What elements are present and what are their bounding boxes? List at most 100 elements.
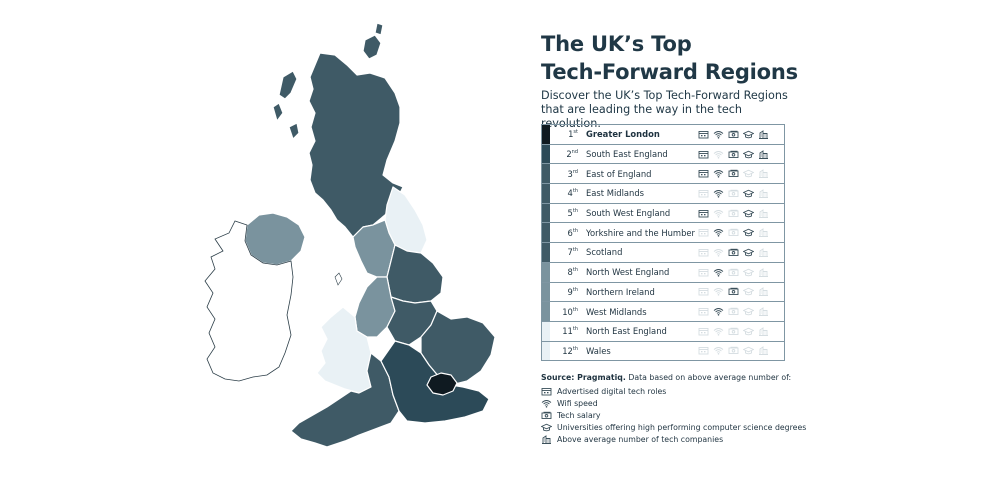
rank-region-name: Northern Ireland [586, 286, 655, 297]
ranking-row: 1st Greater London [542, 125, 784, 145]
rank-number-value: 8 [567, 267, 573, 278]
rank-number-value: 12 [562, 345, 573, 356]
legend-item-label: Above average number of tech companies [557, 434, 724, 444]
building-icon [758, 248, 769, 257]
rank-number-value: 5 [567, 208, 573, 219]
region-greater-london[interactable] [426, 372, 458, 396]
rank-icons [698, 228, 769, 238]
rank-color-swatch [542, 341, 550, 361]
rank-suffix: rd [572, 168, 578, 175]
rank-number-value: 3 [567, 168, 573, 179]
rank-number-value: 1 [568, 129, 574, 140]
rank-number-value: 4 [567, 188, 573, 199]
graduation-cap-icon [743, 189, 754, 198]
title-line-2: Tech-Forward Regions [541, 60, 798, 84]
money-icon [541, 411, 552, 420]
ranking-row: 12th Wales [542, 341, 784, 361]
graduation-cap-icon [743, 248, 754, 257]
rank-region-name: Scotland [586, 247, 623, 258]
rank-region-name: North West England [586, 267, 670, 278]
legend-source: Source: Pragmatiq. Data based on above a… [541, 373, 806, 382]
rank-number-value: 9 [567, 286, 573, 297]
rank-suffix: nd [571, 149, 578, 156]
calendar-icon [698, 268, 709, 277]
region-wales[interactable] [316, 306, 372, 394]
rank-region-name: South West England [586, 208, 671, 219]
region-east-of-england[interactable] [420, 310, 496, 386]
rank-region-name: South East England [586, 149, 668, 160]
legend-item: Wifi speed [541, 397, 806, 409]
rank-color-swatch [542, 223, 550, 243]
rank-suffix: th [572, 346, 578, 353]
ranking-row: 4th East Midlands [542, 184, 784, 204]
rank-color-swatch [542, 164, 550, 184]
rank-icons [698, 208, 769, 218]
rank-color-swatch [542, 144, 550, 164]
money-icon [728, 130, 739, 139]
rank-number: 5th [550, 208, 586, 218]
money-icon [728, 228, 739, 237]
wifi-icon [713, 130, 724, 139]
rank-icons [698, 326, 769, 336]
money-icon [728, 169, 739, 178]
rank-number-value: 6 [567, 227, 573, 238]
rank-number: 11th [550, 326, 586, 336]
rank-number: 12th [550, 346, 586, 356]
wifi-icon [713, 189, 724, 198]
ireland-outline [204, 220, 294, 382]
graduation-cap-icon [743, 268, 754, 277]
legend-item-label: Advertised digital tech roles [557, 386, 667, 396]
rank-number: 1st [550, 129, 586, 139]
rank-region-name: East Midlands [586, 188, 645, 199]
rank-color-swatch [542, 203, 550, 223]
wifi-icon [713, 209, 724, 218]
rank-suffix: th [572, 188, 578, 195]
rank-region-name: Wales [586, 345, 611, 356]
rank-color-swatch [542, 302, 550, 321]
rank-icons [698, 189, 769, 198]
calendar-icon [541, 387, 552, 396]
calendar-icon [698, 209, 709, 218]
rank-icons [698, 307, 769, 316]
page-title: The UK’s Top Tech-Forward Regions [541, 30, 841, 86]
rank-suffix: th [572, 306, 578, 313]
rank-number: 2nd [550, 149, 586, 159]
building-icon [758, 189, 769, 198]
legend-source-label: Source: Pragmatiq. [541, 373, 626, 382]
rank-icons [698, 149, 769, 159]
rank-suffix: th [572, 287, 578, 294]
rank-suffix: th [572, 208, 578, 215]
rank-icons [698, 169, 769, 179]
money-icon [728, 307, 739, 316]
ranking-row: 9th Northern Ireland [542, 282, 784, 303]
wifi-icon [713, 287, 724, 296]
wifi-icon [713, 150, 724, 159]
rank-suffix: th [572, 247, 578, 254]
legend-item-label: Wifi speed [557, 398, 598, 408]
ranking-row: 10th West Midlands [542, 302, 784, 322]
rank-region-name: East of England [586, 168, 652, 179]
graduation-cap-icon [743, 209, 754, 218]
legend-item: Advertised digital tech roles [541, 385, 806, 397]
rank-suffix: th [572, 227, 578, 234]
rank-suffix: th [572, 326, 578, 333]
rank-region-name: Greater London [586, 129, 660, 140]
wifi-icon [713, 268, 724, 277]
region-west-midlands[interactable] [354, 276, 396, 338]
building-icon [758, 149, 769, 159]
wifi-icon [713, 307, 724, 316]
rank-icons [698, 248, 769, 257]
money-icon [728, 346, 739, 355]
region-yorkshire-and-the-humber[interactable] [386, 244, 444, 304]
rank-number: 10th [550, 307, 586, 317]
rank-icons [698, 287, 769, 297]
legend-item-label: Universities offering high performing co… [557, 422, 807, 432]
money-icon [728, 248, 739, 257]
ranking-row: 5th South West England [542, 203, 784, 224]
building-icon [758, 287, 769, 297]
rank-number: 4th [550, 188, 586, 198]
rank-icons [698, 130, 769, 139]
title-line-1: The UK’s Top [541, 32, 692, 56]
rank-suffix: th [572, 267, 578, 274]
ranking-row: 8th North West England [542, 262, 784, 283]
